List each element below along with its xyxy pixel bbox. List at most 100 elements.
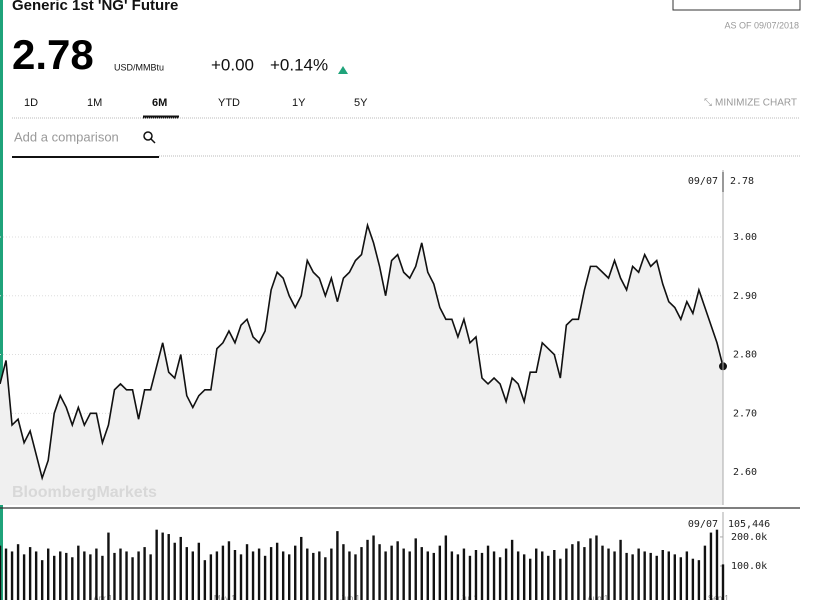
volume-bar [553, 550, 556, 600]
volume-bar [330, 548, 333, 600]
volume-bar [595, 535, 598, 600]
volume-bar [167, 534, 170, 600]
volume-bar [348, 551, 351, 600]
volume-bar [402, 548, 405, 600]
volume-bar [601, 545, 604, 600]
search-icon[interactable] [150, 138, 156, 144]
tab[interactable]: 5Y [354, 97, 368, 109]
volume-bar [40, 560, 44, 600]
volume-bar [185, 547, 188, 600]
volume-bar [486, 545, 490, 600]
volume-bar [294, 545, 297, 600]
minimize-icon[interactable]: ⤡ [704, 98, 712, 109]
title: Generic 1st 'NG' Future [12, 0, 178, 14]
volume-bar [119, 548, 122, 600]
volume-bar [251, 551, 255, 600]
volume-bar [414, 538, 417, 600]
volume-bar [59, 551, 62, 600]
volume-bar [420, 547, 423, 600]
volume-bar [324, 557, 327, 600]
volume-bar [101, 555, 104, 600]
volume-bar [137, 551, 140, 600]
volume-bar [16, 544, 20, 600]
volume-bar [474, 550, 478, 600]
volume-bar [715, 529, 719, 600]
as-of: AS OF 09/07/2018 [724, 20, 799, 30]
volume-bar [571, 544, 574, 600]
y-tick-label: 2.70 [733, 408, 757, 419]
volume-bar [360, 547, 363, 600]
tabs: 1D 1M 6M YTD 1Y 5Y [24, 97, 368, 109]
volume-bar [456, 554, 460, 600]
tab[interactable]: 6M [152, 97, 167, 109]
volume-bar [179, 536, 182, 600]
volume-bar [565, 548, 568, 600]
volume-bar [673, 554, 676, 600]
volume-bar [197, 542, 201, 600]
volume-bar [625, 552, 628, 600]
volume-bar [336, 531, 339, 600]
volume-bar [468, 555, 472, 600]
tab[interactable]: 1D [24, 97, 38, 109]
volume-bar [191, 551, 194, 600]
volume-bar [396, 541, 399, 600]
search-box[interactable] [672, 0, 801, 11]
volume-bar [655, 555, 658, 600]
volume-bar [233, 550, 237, 600]
volume-bar [589, 538, 592, 600]
volume-bar [378, 544, 381, 600]
volume-bar [529, 558, 532, 600]
volume-bar [613, 551, 616, 600]
volume-bar [245, 544, 249, 600]
volume-bar [34, 551, 38, 600]
volume-bar [607, 548, 610, 600]
minimize[interactable]: MINIMIZE CHART [715, 98, 797, 109]
volume-bar [173, 542, 176, 600]
volume-bar [22, 554, 26, 600]
volume-bar [65, 552, 68, 600]
area [0, 225, 723, 505]
y-tick-label: 100.0k [731, 561, 767, 572]
volume-bar [300, 536, 303, 600]
volume-bar [709, 532, 713, 600]
volume-bar [203, 560, 207, 600]
volume-bar [281, 551, 285, 600]
volume-bar [559, 558, 562, 600]
tab[interactable]: 1Y [292, 97, 306, 109]
volume-bar [619, 539, 622, 600]
x-tick-label: Sep 1 [708, 594, 729, 600]
tab[interactable]: 1M [87, 97, 102, 109]
volume-bar [53, 555, 56, 600]
marker-value: 2.78 [730, 176, 754, 187]
volume-bar [685, 551, 689, 600]
volume-bar [541, 551, 544, 600]
volume-bar [209, 554, 213, 600]
volume-bar [408, 551, 411, 600]
volume-bar [77, 545, 80, 600]
change: +0.00 [211, 55, 254, 74]
watermark: BloombergMarkets [12, 484, 157, 501]
volume-bar [438, 545, 442, 600]
volume-bar [107, 532, 110, 600]
volume-bar [516, 551, 520, 600]
volume-bar [535, 548, 538, 600]
marker-date: 09/07 [688, 519, 718, 530]
y-tick-label: 2.60 [733, 467, 757, 478]
volume-bar [522, 554, 526, 600]
volume-bar [583, 547, 586, 600]
volume-bar [113, 552, 116, 600]
comparison-input[interactable]: Add a comparison [14, 129, 119, 144]
volume-bar [155, 529, 158, 600]
volume-bar [679, 557, 683, 600]
tab[interactable]: YTD [218, 97, 240, 109]
volume-bar [390, 545, 393, 600]
volume-bar [269, 547, 273, 600]
volume-bar [577, 541, 580, 600]
volume-bar [631, 554, 634, 600]
volume-bar [4, 548, 8, 600]
volume-bar [257, 548, 261, 600]
change-pct: +0.14% [270, 55, 328, 74]
volume-bar [492, 551, 496, 600]
search-icon[interactable] [143, 131, 153, 141]
